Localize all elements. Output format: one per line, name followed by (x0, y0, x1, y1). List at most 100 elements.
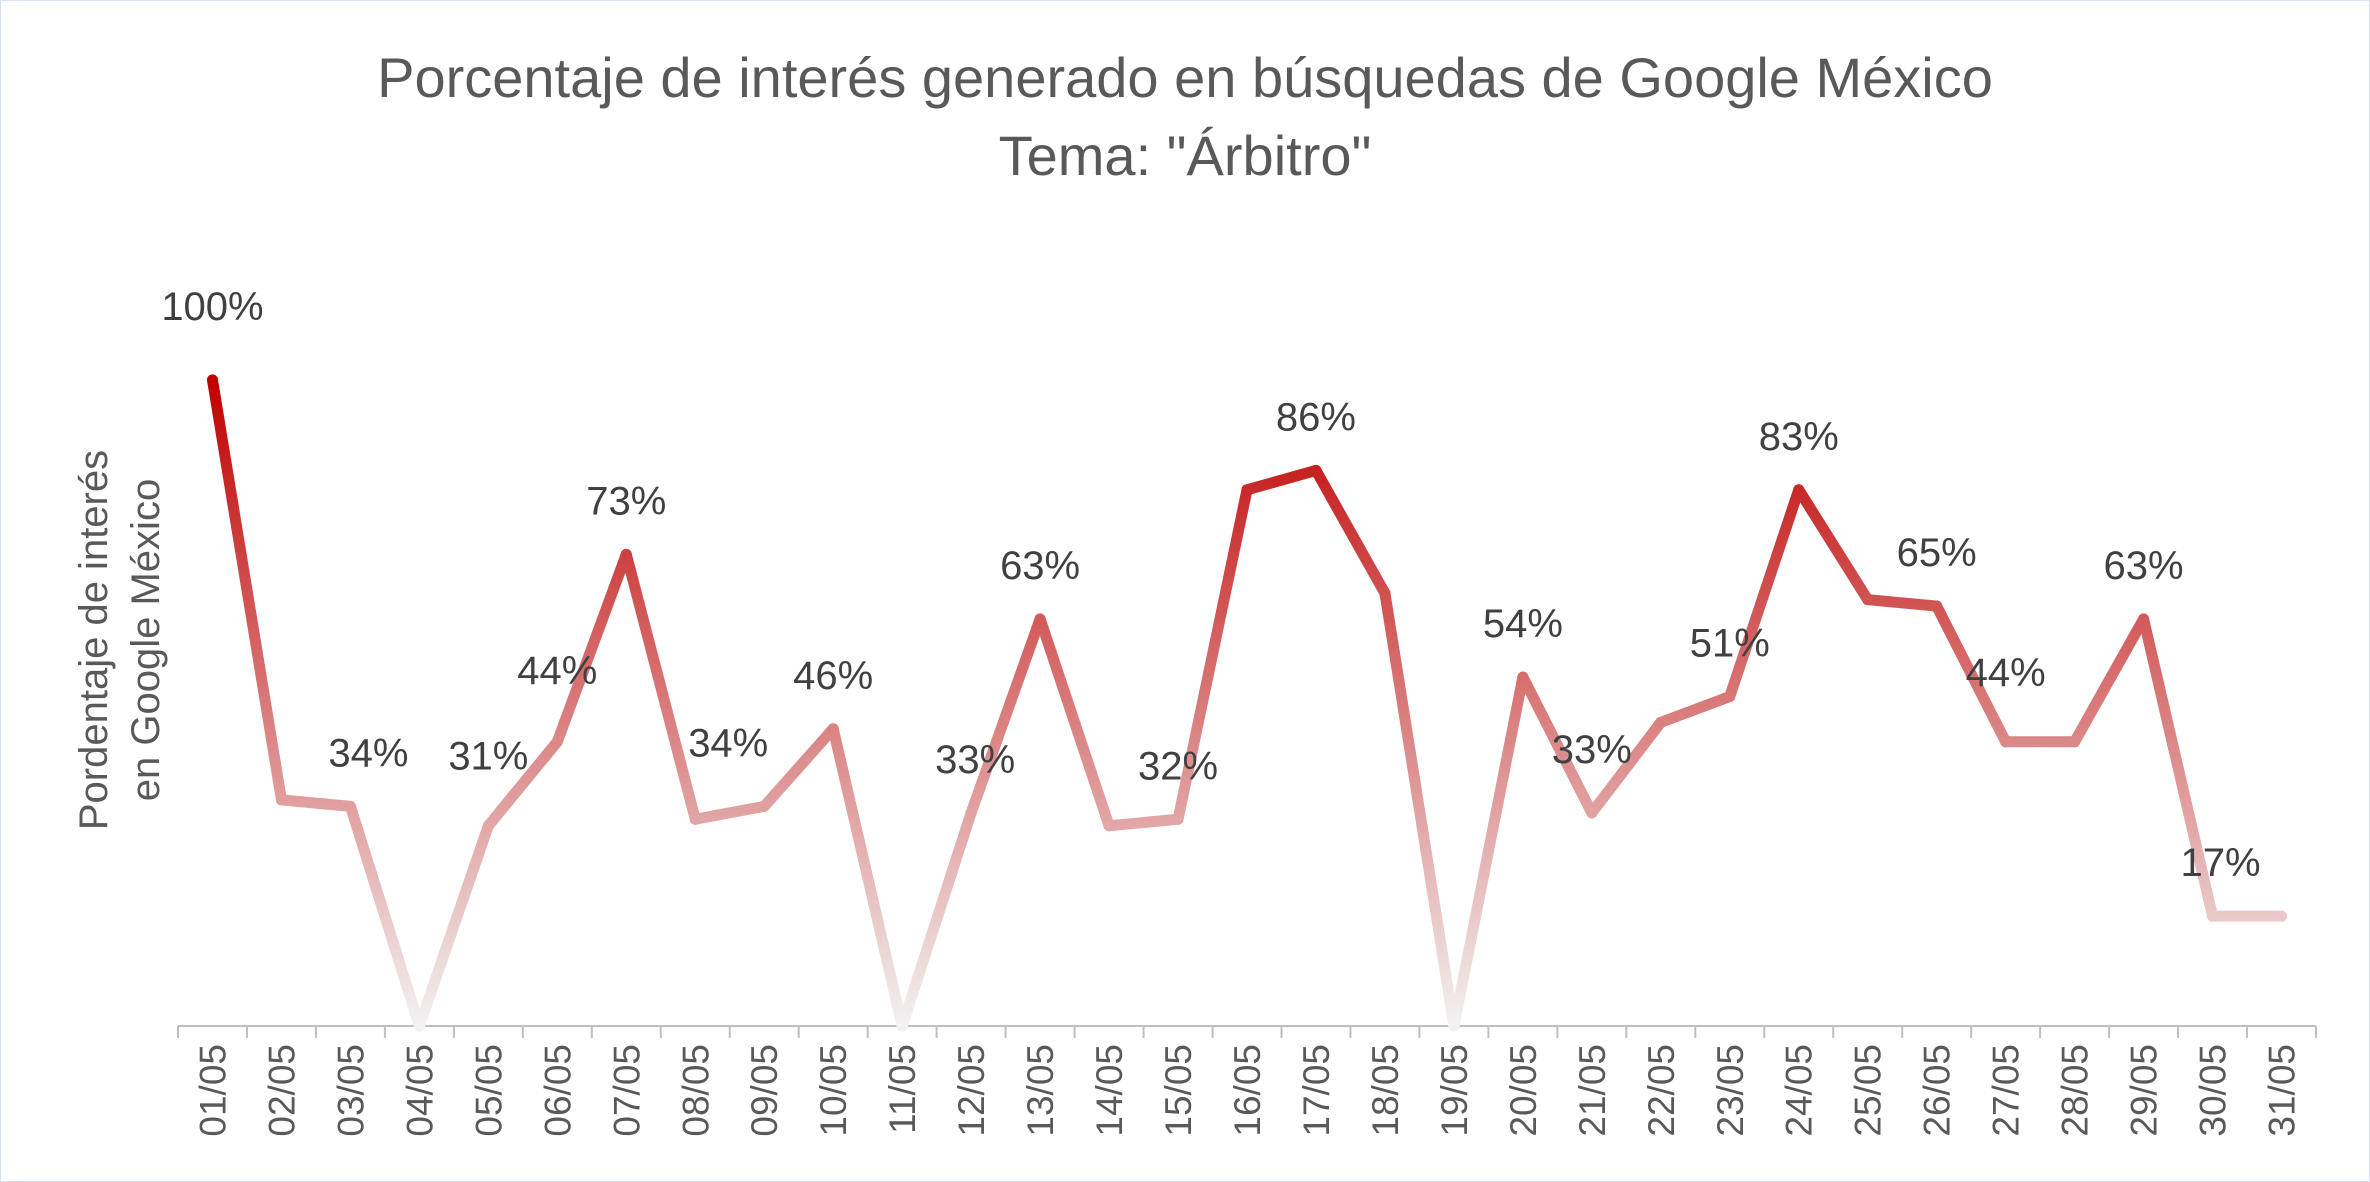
data-point (1034, 613, 1046, 625)
x-tick-label: 09/05 (744, 1044, 785, 1137)
data-point (827, 723, 839, 735)
data-point (1172, 813, 1184, 825)
x-tick-label: 02/05 (261, 1044, 302, 1137)
series-segment (1103, 813, 1184, 832)
data-point (620, 548, 632, 560)
data-point (413, 1020, 425, 1032)
data-point (344, 800, 356, 812)
x-tick-label: 10/05 (813, 1044, 854, 1137)
series-segment (344, 800, 425, 1032)
chart-subtitle: Tema: "Árbitro" (998, 124, 1372, 187)
x-tick-label: 07/05 (606, 1044, 647, 1137)
x-tick-label: 17/05 (1296, 1044, 1337, 1137)
data-point (1586, 807, 1598, 819)
series-segment (551, 548, 632, 748)
data-point (2207, 910, 2219, 922)
data-point (482, 820, 494, 832)
series-segment (2138, 613, 2219, 922)
series-segment (896, 807, 977, 1032)
data-label: 46% (793, 654, 873, 698)
data-label: 44% (517, 649, 597, 693)
x-tick-label: 03/05 (330, 1044, 371, 1137)
series-segment (2069, 613, 2150, 748)
series-segment (1862, 594, 1943, 612)
series-segment (1310, 464, 1391, 599)
series-segment (1793, 484, 1874, 606)
data-point (206, 374, 218, 386)
x-tick-label: 12/05 (951, 1044, 992, 1137)
data-point (896, 1020, 908, 1032)
series-segment (620, 548, 701, 825)
x-tick-label: 08/05 (675, 1044, 716, 1137)
series-segment (1379, 587, 1460, 1032)
data-point (2276, 910, 2288, 922)
data-label: 65% (1897, 531, 1977, 575)
data-label: 34% (328, 731, 408, 775)
series-segment (1586, 716, 1667, 819)
data-label: 17% (2181, 841, 2261, 885)
x-tick-label: 06/05 (537, 1044, 578, 1137)
data-point (965, 807, 977, 819)
data-point (1862, 594, 1874, 606)
data-label: 44% (1966, 651, 2046, 695)
x-tick-label: 16/05 (1227, 1044, 1268, 1137)
data-point (1379, 587, 1391, 599)
series-segment (1655, 691, 1736, 728)
series-segment (1931, 600, 2012, 748)
series-segment (965, 613, 1046, 819)
data-label: 54% (1483, 602, 1563, 646)
data-label: 33% (1552, 728, 1632, 772)
x-tick-label: 04/05 (399, 1044, 440, 1137)
data-label: 32% (1138, 744, 1218, 788)
data-label: 51% (1690, 622, 1770, 666)
chart-title: Porcentaje de interés generado en búsque… (377, 46, 1993, 109)
x-tick-label: 14/05 (1089, 1044, 1130, 1137)
data-point (551, 736, 563, 748)
series-segment (1241, 464, 1322, 496)
data-point (758, 800, 770, 812)
data-label: 73% (586, 479, 666, 523)
data-point (1655, 716, 1667, 728)
x-tick-label: 19/05 (1434, 1044, 1475, 1137)
data-point (1241, 484, 1253, 496)
series-segment (413, 820, 494, 1032)
series-segment (1172, 484, 1253, 825)
data-point (2138, 613, 2150, 625)
x-tick-label: 30/05 (2193, 1044, 2234, 1137)
x-tick-label: 11/05 (882, 1044, 923, 1134)
data-label: 33% (935, 738, 1015, 782)
x-tick-label: 13/05 (1020, 1044, 1061, 1137)
x-tick-label: 23/05 (1710, 1044, 1751, 1137)
data-point (1793, 484, 1805, 496)
data-point (689, 813, 701, 825)
x-tick-label: 25/05 (1848, 1044, 1889, 1137)
x-tick-label: 28/05 (2055, 1044, 2096, 1137)
series-segment (482, 736, 563, 832)
data-point (1310, 464, 1322, 476)
x-tick-label: 27/05 (1986, 1044, 2027, 1137)
data-point (1103, 820, 1115, 832)
data-label: 86% (1276, 395, 1356, 439)
series-segment (206, 374, 287, 806)
data-point (1931, 600, 1943, 612)
x-tick-label: 21/05 (1572, 1044, 1613, 1137)
x-tick-label: 22/05 (1641, 1044, 1682, 1137)
data-label: 100% (161, 285, 263, 329)
series-segment (1448, 671, 1529, 1032)
x-tick-label: 31/05 (2262, 1044, 2303, 1137)
data-label: 63% (1000, 544, 1080, 588)
data-label: 31% (448, 735, 528, 779)
series-segment (1034, 613, 1115, 832)
x-tick-label: 24/05 (1779, 1044, 1820, 1137)
data-point (275, 794, 287, 806)
series-segment (758, 723, 839, 812)
series-segment (689, 800, 770, 825)
data-point (1724, 691, 1736, 703)
x-tick-label: 29/05 (2124, 1044, 2165, 1137)
data-label: 83% (1759, 415, 1839, 459)
data-label: 34% (688, 721, 768, 765)
series-segment (275, 794, 356, 812)
data-point (1517, 671, 1529, 683)
